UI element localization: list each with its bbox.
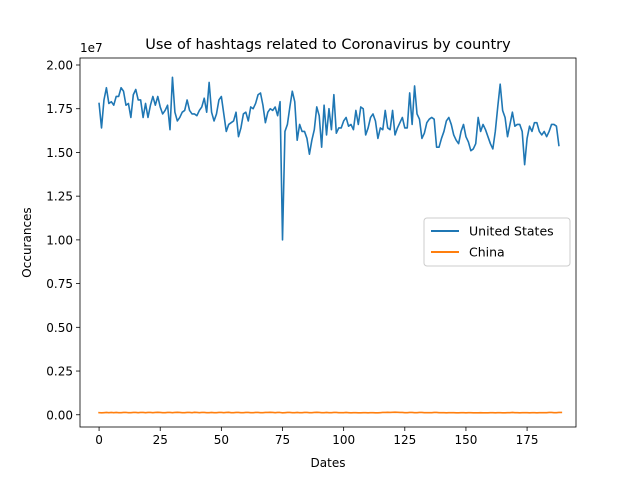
axes-border — [79, 57, 577, 428]
x-axis-title: Dates — [311, 456, 346, 470]
x-tick-label: 25 — [153, 433, 168, 447]
legend: United States China — [423, 217, 571, 267]
legend-label-china: China — [469, 245, 505, 260]
x-tick-label: 150 — [454, 433, 477, 447]
x-tick-label: 0 — [95, 433, 103, 447]
x-tick-label: 75 — [275, 433, 290, 447]
y-tick-label: 0.50 — [46, 321, 73, 335]
y-offset-label: 1e7 — [80, 41, 103, 55]
y-tick-label: 1.75 — [46, 102, 73, 116]
chart-title: Use of hashtags related to Coronavirus b… — [145, 37, 511, 53]
x-axis-ticks: 0 25 50 75 100 125 150 175 — [95, 427, 539, 447]
y-tick-label: 1.00 — [46, 233, 73, 247]
y-tick-label: 0.00 — [46, 408, 73, 422]
x-tick-label: 125 — [393, 433, 416, 447]
y-tick-label: 1.25 — [46, 190, 73, 204]
series-line-united-states — [98, 76, 560, 241]
legend-label-united-states: United States — [469, 224, 554, 239]
y-tick-label: 2.00 — [46, 58, 73, 72]
axes-frame — [79, 57, 577, 428]
y-axis-title: Occurances — [20, 207, 34, 277]
y-tick-label: 0.25 — [46, 365, 73, 379]
legend-box — [423, 217, 571, 267]
x-tick-label: 175 — [516, 433, 539, 447]
x-tick-label: 50 — [214, 433, 229, 447]
y-axis-ticks: 0.00 0.25 0.50 0.75 1.00 1.25 1.50 1.75 2.00 — [46, 58, 80, 422]
series-layer — [98, 76, 563, 414]
series-line-china — [98, 411, 563, 414]
x-tick-label: 100 — [332, 433, 355, 447]
y-tick-label: 1.50 — [46, 146, 73, 160]
y-tick-label: 0.75 — [46, 277, 73, 291]
